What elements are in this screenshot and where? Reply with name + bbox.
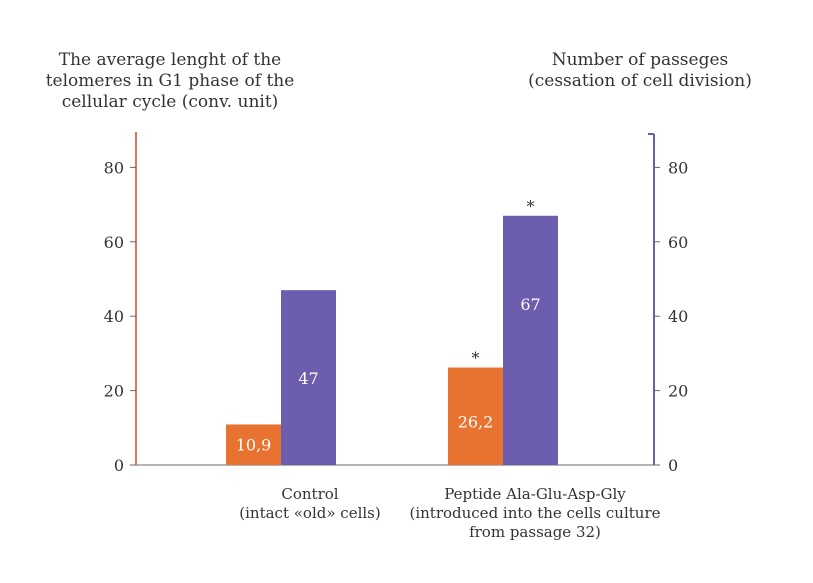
category-label-line: (introduced into the cells culture <box>409 504 661 522</box>
category-label-peptide: Peptide Ala-Glu-Asp-Gly (introduced into… <box>375 485 695 542</box>
left-axis-tick-label: 40 <box>104 307 124 326</box>
bar-passages <box>503 215 558 465</box>
category-label-line: (intact «old» cells) <box>239 504 381 522</box>
category-label-control: Control (intact «old» cells) <box>195 485 425 523</box>
right-axis-tick-label: 40 <box>668 307 688 326</box>
significance-asterisk: * <box>527 197 535 216</box>
right-axis-title-line: Number of passeges <box>551 50 729 70</box>
bar-value-label: 67 <box>520 295 540 314</box>
category-label-line: Peptide Ala-Glu-Asp-Gly <box>444 485 626 503</box>
bar-value-label: 47 <box>298 369 318 388</box>
left-axis-title-line: The average lenght of the <box>58 50 282 70</box>
category-label-line: from passage 32) <box>469 523 601 541</box>
left-axis-title-line: telomeres in G1 phase of the <box>45 71 295 91</box>
left-axis-tick-label: 20 <box>104 382 124 401</box>
category-label-line: Control <box>281 485 339 503</box>
right-axis-title: Number of passeges (cessation of cell di… <box>490 50 790 92</box>
bar-telomere-length <box>448 367 503 465</box>
right-axis-tick-label: 20 <box>668 382 688 401</box>
left-axis-tick-label: 80 <box>104 158 124 177</box>
bar-passages <box>281 290 336 465</box>
right-axis-tick-label: 60 <box>668 233 688 252</box>
bar-value-label: 10,9 <box>236 435 272 454</box>
significance-asterisk: * <box>472 349 480 368</box>
left-axis-title-line: cellular cycle (conv. unit) <box>61 92 279 112</box>
left-axis-title: The average lenght of the telomeres in G… <box>20 50 320 113</box>
right-axis-tick-label: 0 <box>668 456 678 475</box>
left-axis-tick-label: 0 <box>114 456 124 475</box>
right-axis-tick-label: 80 <box>668 158 688 177</box>
bar-value-label: 26,2 <box>458 413 494 432</box>
bar-telomere-length <box>226 424 281 465</box>
left-axis-tick-label: 60 <box>104 233 124 252</box>
right-axis-title-line: (cessation of cell division) <box>528 71 752 91</box>
